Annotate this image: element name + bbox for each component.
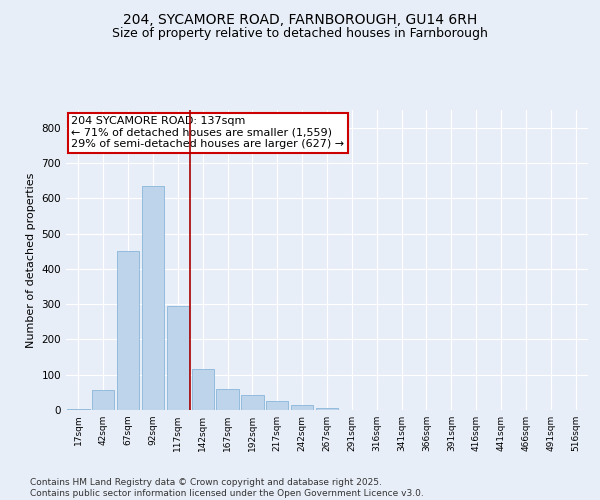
Bar (316, 408, 338, 410)
Text: 204, SYCAMORE ROAD, FARNBOROUGH, GU14 6RH: 204, SYCAMORE ROAD, FARNBOROUGH, GU14 6R… (123, 12, 477, 26)
Bar (142, 186, 164, 410)
Text: 204 SYCAMORE ROAD: 137sqm
← 71% of detached houses are smaller (1,559)
29% of se: 204 SYCAMORE ROAD: 137sqm ← 71% of detac… (71, 116, 344, 149)
Text: Size of property relative to detached houses in Farnborough: Size of property relative to detached ho… (112, 28, 488, 40)
Bar (92, 390, 115, 410)
Bar (167, 306, 189, 410)
Bar (117, 251, 139, 410)
Bar (241, 395, 263, 410)
Bar (291, 406, 313, 410)
Bar (67, 409, 89, 410)
Bar (217, 389, 239, 410)
Y-axis label: Number of detached properties: Number of detached properties (26, 172, 36, 348)
Bar (191, 370, 214, 410)
Text: Contains HM Land Registry data © Crown copyright and database right 2025.
Contai: Contains HM Land Registry data © Crown c… (30, 478, 424, 498)
Bar (266, 401, 289, 410)
